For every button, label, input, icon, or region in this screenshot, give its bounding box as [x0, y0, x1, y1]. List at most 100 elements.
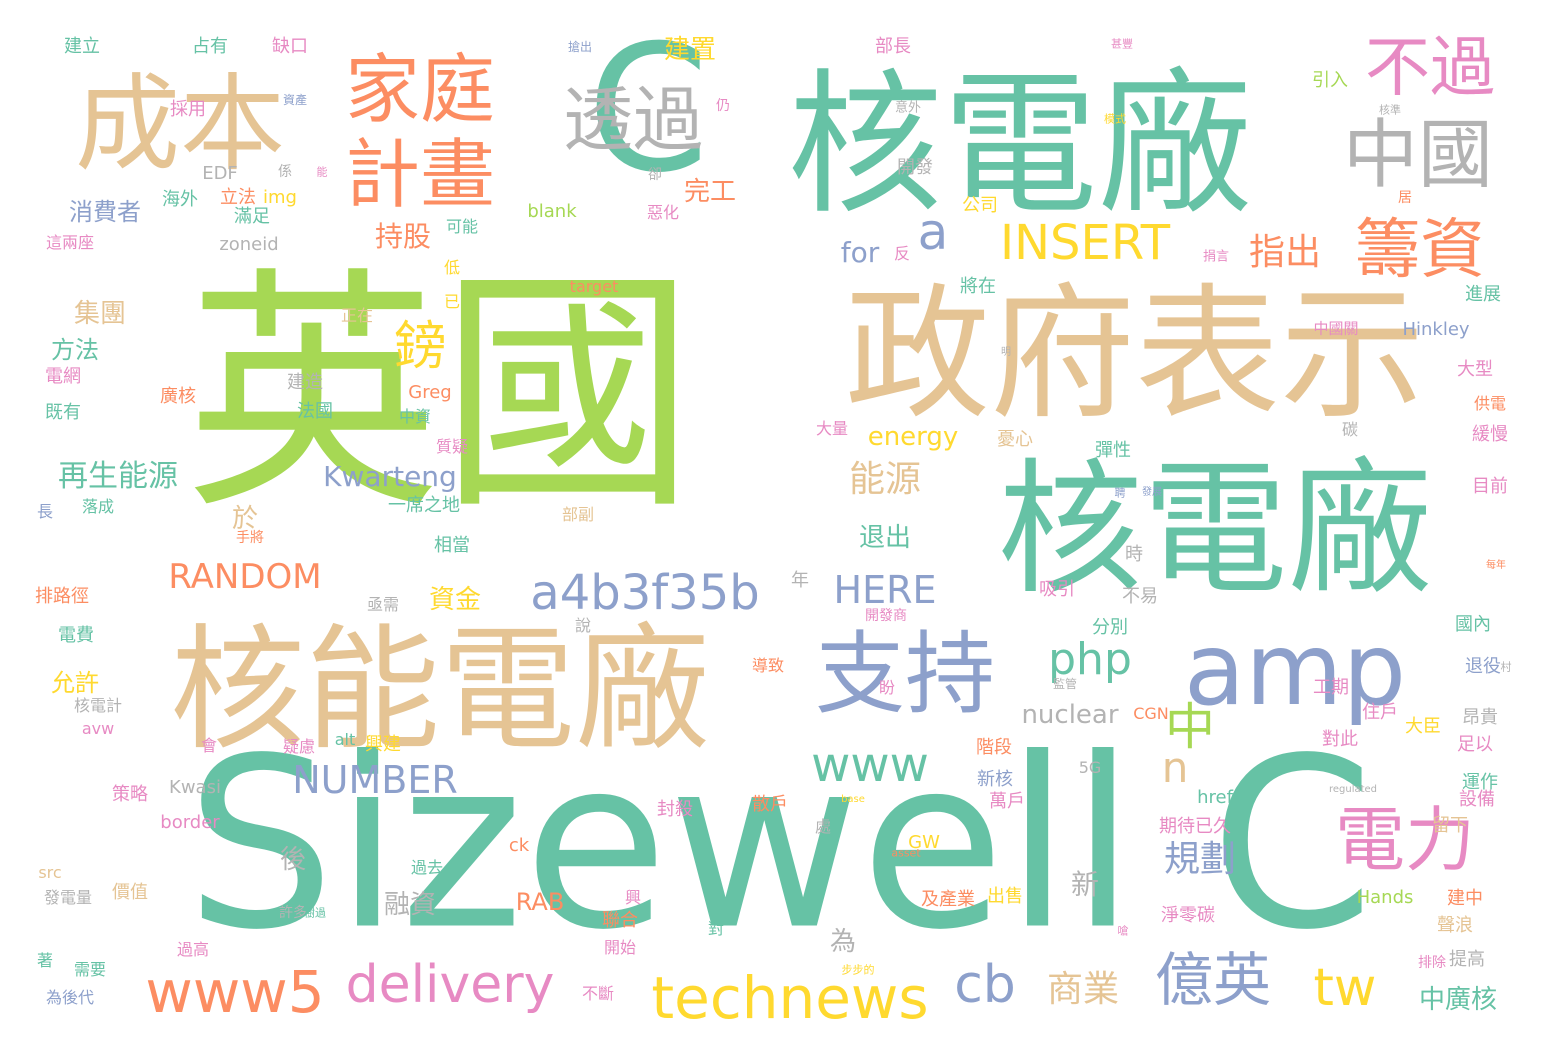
cloud-word: zoneid [219, 234, 279, 255]
cloud-word: 建置 [663, 35, 717, 65]
cloud-word: 聲浪 [1437, 915, 1473, 936]
cloud-word: 策略 [112, 784, 148, 805]
cloud-word: 電力 [1335, 799, 1475, 881]
cloud-word: src [38, 863, 62, 882]
cloud-word: 排路徑 [35, 586, 89, 607]
cloud-word: 出售 [987, 886, 1023, 907]
cloud-word: 中國關 [1313, 319, 1359, 338]
cloud-word: 新 [1070, 868, 1100, 901]
cloud-word: 建造 [287, 372, 323, 393]
cloud-word: 能源 [848, 459, 922, 500]
cloud-word: 開始 [603, 938, 637, 957]
cloud-word: 大量 [815, 419, 849, 438]
cloud-word: 缺口 [272, 36, 308, 57]
cloud-word: 核電廠 [787, 54, 1253, 236]
cloud-word: href [1197, 787, 1233, 808]
cloud-word: 電費 [58, 625, 94, 646]
cloud-word: 模式 [1104, 112, 1126, 126]
cloud-word: blank [527, 201, 577, 222]
cloud-word: EDF [202, 163, 238, 184]
cloud-word: Kwarteng [323, 460, 457, 493]
cloud-word: HERE [833, 568, 937, 612]
cloud-word: cb [954, 955, 1016, 1015]
cloud-word: 期待已久 [1159, 816, 1231, 837]
cloud-word: 對此 [1322, 729, 1358, 750]
cloud-word: 國內 [1455, 614, 1491, 635]
cloud-word: 不易 [1122, 586, 1158, 607]
cloud-word: 將在 [960, 276, 996, 297]
cloud-word: 盼 [878, 678, 896, 697]
cloud-word: 昂貴 [1462, 707, 1498, 728]
cloud-word: 集團 [73, 299, 127, 329]
cloud-word: 每年 [1486, 560, 1506, 571]
cloud-word: C [586, 8, 710, 212]
cloud-word: Hands [1356, 887, 1414, 908]
cloud-word: 聯合 [602, 910, 638, 931]
cloud-word: www5 [145, 958, 325, 1026]
cloud-word: 開發商 [865, 608, 907, 624]
cloud-word: 說 [574, 616, 592, 635]
cloud-word: 大臣 [1405, 716, 1441, 737]
cloud-word: 完工 [683, 177, 737, 207]
cloud-word: n [1161, 743, 1189, 792]
cloud-word: target [569, 277, 619, 296]
cloud-word: 緩慢 [1472, 424, 1508, 445]
cloud-word: tw [1313, 958, 1377, 1018]
cloud-word: 樹過 [304, 906, 326, 920]
cloud-word: 落成 [81, 497, 115, 516]
cloud-word: 意外 [894, 100, 922, 116]
cloud-word: 村 [1500, 660, 1512, 674]
cloud-word: 排除 [1418, 955, 1446, 971]
cloud-word: 散戶 [752, 794, 788, 815]
cloud-word: 可能 [445, 217, 479, 236]
cloud-word: 足以 [1457, 734, 1493, 755]
cloud-word: 質疑 [435, 437, 469, 456]
cloud-word: 搶出 [567, 40, 593, 54]
cloud-word: ck [508, 835, 530, 856]
cloud-word: 階段 [976, 737, 1012, 758]
cloud-word: a4b3f35b [530, 565, 760, 621]
cloud-word: 步步的 [841, 963, 875, 977]
cloud-word: 開發 [897, 157, 933, 178]
cloud-word: 計畫 [344, 130, 496, 219]
cloud-word: 退役 [1465, 656, 1501, 677]
cloud-word: Sizewell C [185, 708, 1375, 982]
cloud-word: 規劃 [1163, 839, 1237, 880]
cloud-word: INSERT [999, 215, 1171, 271]
cloud-word: 5G [1078, 758, 1102, 777]
cloud-word: 一席之地 [388, 495, 460, 516]
cloud-word: regulated [1328, 784, 1378, 795]
cloud-word: 方法 [51, 336, 99, 364]
cloud-word: 工期 [1313, 677, 1349, 698]
cloud-word: 持股 [374, 220, 432, 253]
cloud-word: delivery [345, 955, 555, 1015]
cloud-word: 鎊 [393, 317, 447, 377]
cloud-word: 為 [829, 927, 857, 957]
cloud-word: CGN [1133, 704, 1169, 723]
cloud-word: 疑慮 [282, 737, 316, 756]
cloud-word: 目前 [1472, 476, 1508, 497]
cloud-word: www [811, 737, 929, 793]
cloud-word: Kwasi [169, 777, 221, 798]
cloud-word: energy [867, 422, 959, 452]
cloud-word: 提高 [1449, 949, 1485, 970]
cloud-word: RAB [515, 888, 565, 916]
cloud-word: 融資 [383, 890, 437, 920]
cloud-word: 這兩座 [45, 233, 95, 252]
cloud-word: 發電量 [43, 888, 93, 907]
cloud-word: 低 [443, 258, 461, 277]
cloud-word: 設備 [1459, 789, 1495, 810]
cloud-word: 處 [814, 817, 832, 836]
cloud-word: 吸引 [1039, 579, 1075, 600]
cloud-word: 建中 [1447, 888, 1483, 909]
cloud-word: 明 [1001, 347, 1011, 358]
cloud-word: 能 [316, 165, 328, 179]
cloud-word: 運作 [1462, 772, 1498, 793]
cloud-word: 商業 [1046, 969, 1120, 1010]
cloud-word: 消費者 [69, 198, 141, 226]
cloud-word: 需要 [73, 960, 107, 979]
cloud-word: 封殺 [657, 799, 693, 820]
cloud-word: 留下 [1432, 815, 1468, 836]
cloud-word: 既有 [45, 402, 81, 423]
cloud-word: 大型 [1457, 359, 1493, 380]
